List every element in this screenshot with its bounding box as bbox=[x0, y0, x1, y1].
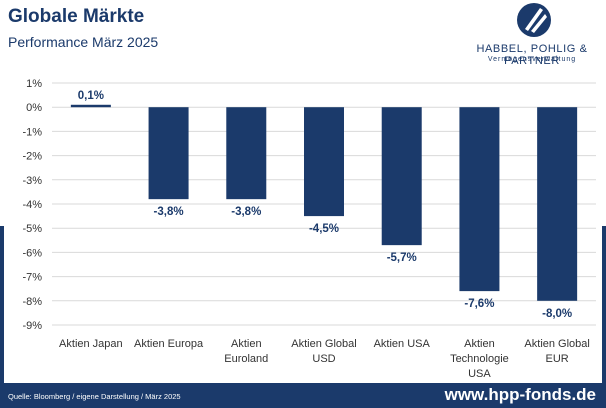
category-label: Aktien Japan bbox=[59, 338, 123, 350]
left-accent-bar bbox=[0, 226, 4, 383]
category-labels: Aktien Japan Aktien Europa Aktien Euroland A… bbox=[59, 338, 590, 380]
company-tagline: Vermögensverwaltung bbox=[487, 56, 577, 63]
category-label: Aktien USA bbox=[374, 338, 431, 350]
category-label: Aktien Euroland bbox=[224, 338, 268, 365]
y-tick-label: -1% bbox=[22, 126, 42, 138]
grid-lines bbox=[52, 82, 596, 326]
y-tick-label: 1% bbox=[26, 78, 42, 90]
bar bbox=[459, 107, 500, 292]
category-label: Aktien Technologie USA bbox=[450, 338, 509, 380]
data-label: -5,7% bbox=[387, 252, 417, 264]
source-note: Quelle: Bloomberg / eigene Darstellung /… bbox=[8, 392, 181, 401]
data-label: -3,8% bbox=[231, 206, 261, 218]
website-link[interactable]: www.hpp-fonds.de bbox=[444, 385, 596, 404]
bar-chart: 1% 0% -1% -2% -3% -4% -5% -6% -7% -8% -9% 0,1% -3,8… bbox=[22, 78, 596, 380]
right-accent-bar bbox=[602, 226, 606, 383]
bar bbox=[381, 107, 422, 246]
y-tick-label: 0% bbox=[26, 102, 42, 114]
y-tick-label: -8% bbox=[22, 296, 42, 308]
data-label: -8,0% bbox=[542, 308, 572, 320]
data-labels: 0,1% -3,8% -3,8% -4,5% -5,7% -7,6% -8,0% bbox=[78, 90, 572, 320]
company-logo-icon bbox=[517, 3, 551, 37]
category-label: Aktien Global EUR bbox=[524, 338, 589, 365]
chart-title: Globale Märkte bbox=[8, 6, 145, 27]
y-tick-label: -2% bbox=[22, 151, 42, 163]
bar bbox=[148, 107, 189, 200]
category-label: Aktien Europa bbox=[134, 338, 204, 350]
bars bbox=[70, 104, 578, 301]
data-label: -7,6% bbox=[464, 298, 494, 310]
category-label: Aktien Global USD bbox=[291, 338, 356, 365]
y-tick-label: -6% bbox=[22, 247, 42, 259]
footer-bar: Quelle: Bloomberg / eigene Darstellung /… bbox=[0, 383, 606, 408]
bar bbox=[537, 107, 578, 301]
y-tick-label: -9% bbox=[22, 320, 42, 332]
y-tick-label: -7% bbox=[22, 272, 42, 284]
data-label: -4,5% bbox=[309, 223, 339, 235]
bar bbox=[304, 107, 344, 217]
data-label: -3,8% bbox=[154, 206, 184, 218]
y-axis-ticks: 1% 0% -1% -2% -3% -4% -5% -6% -7% -8% -9% bbox=[22, 78, 42, 332]
data-label: 0,1% bbox=[78, 90, 104, 102]
y-tick-label: -3% bbox=[22, 175, 42, 187]
y-tick-label: -4% bbox=[22, 199, 42, 211]
company-name: HABBEL, POHLIG & PARTNER bbox=[476, 43, 588, 67]
y-tick-label: -5% bbox=[22, 223, 42, 235]
chart-subtitle: Performance März 2025 bbox=[8, 34, 159, 50]
bar bbox=[226, 107, 267, 200]
bar bbox=[70, 104, 111, 108]
